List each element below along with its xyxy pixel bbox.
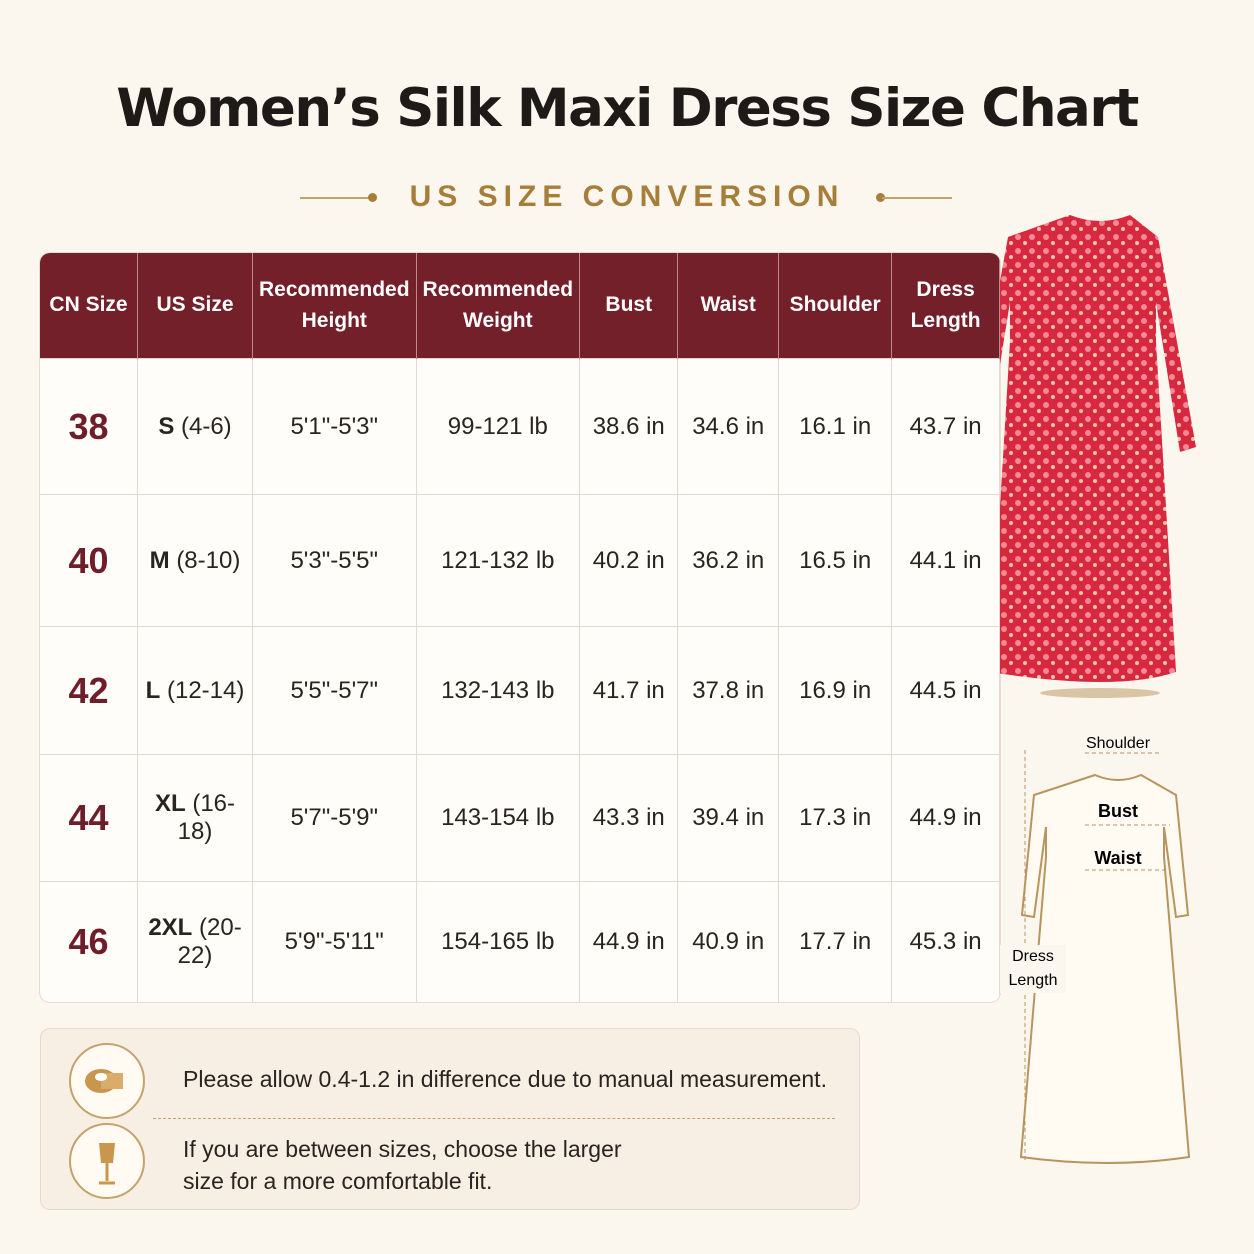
cell: 5'7"-5'9" xyxy=(252,754,417,882)
cell: L (12-14) xyxy=(137,626,253,755)
icon xyxy=(85,1069,123,1093)
tape-icon xyxy=(69,1043,145,1119)
us-range: (4-6) xyxy=(181,412,232,440)
diagram-label: Bust xyxy=(1098,801,1138,821)
cell: 16.9 in xyxy=(778,626,893,755)
cell: 16.1 in xyxy=(778,358,893,495)
cell: 121-132 lb xyxy=(416,494,581,627)
column-header: CN Size xyxy=(40,253,139,359)
cell: 37.8 in xyxy=(677,626,780,755)
table-row: 46 2XL (20-22) 5'9"-5'11" 154-165 lb 44.9 in… xyxy=(40,881,1000,1002)
header-row: CN Size US Size Recommended Height Recommen… xyxy=(40,253,1000,359)
us-size: XL xyxy=(154,790,186,817)
column-header: Shoulder xyxy=(778,253,893,359)
column-header: Bust xyxy=(579,253,679,359)
cell: 44.5 in xyxy=(891,626,1000,755)
size-table: CN Size US Size Recommended Height Recommen… xyxy=(40,253,1000,1002)
cell: 99-121 lb xyxy=(416,358,581,495)
cell: 41.7 in xyxy=(579,626,679,755)
cell: 5'1"-5'3" xyxy=(252,358,417,495)
note: Please allow 0.4-1.2 in difference due t… xyxy=(183,1066,827,1092)
cell: 5'3"-5'5" xyxy=(252,494,417,627)
notes-box: Please allow 0.4-1.2 in difference due t… xyxy=(40,1028,860,1210)
icon xyxy=(99,1143,115,1185)
diagram-label: Dress Length xyxy=(1000,945,1066,993)
rule xyxy=(300,197,370,199)
diagram-label: Waist xyxy=(1094,848,1141,868)
column-header: Waist xyxy=(677,253,780,359)
cell: 17.3 in xyxy=(778,754,893,882)
cell: 40.2 in xyxy=(579,494,679,627)
us-range: (12-14) xyxy=(166,676,245,704)
cell: 43.7 in xyxy=(891,358,1000,495)
cn-size: 46 xyxy=(40,881,139,1002)
column-header: Recommended Weight xyxy=(416,253,581,359)
cell: 38.6 in xyxy=(579,358,679,495)
dress-illustration: Shoulder Bust Waist Dress Length xyxy=(1000,215,1196,1164)
cell: 36.2 in xyxy=(677,494,780,627)
cell: 40.9 in xyxy=(677,881,780,1002)
cell: 5'9"-5'11" xyxy=(252,881,417,1002)
us-range: (8-10) xyxy=(176,546,241,574)
table-row: 44 XL (16-18) 5'7"-5'9" 143-154 lb 43.3 in 39… xyxy=(40,754,1000,882)
subtitle: US SIZE CONVERSION xyxy=(409,180,845,213)
table-body: 38 S (4-6) 5'1"-5'3" 99-121 lb 38.6 in 34.6 i… xyxy=(40,358,1000,1002)
cell: 39.4 in xyxy=(677,754,780,882)
divider xyxy=(153,1118,835,1119)
us-size: 2XL xyxy=(148,913,193,941)
cn-size: 42 xyxy=(40,626,139,755)
note: If you are between sizes, choose the lar… xyxy=(183,1136,622,1194)
cell: M (8-10) xyxy=(137,494,253,627)
rule xyxy=(882,197,952,199)
dot xyxy=(368,193,377,202)
cn-size: 40 xyxy=(40,494,139,627)
table-row: 40 M (8-10) 5'3"-5'5" 121-132 lb 40.2 in 36.2… xyxy=(40,494,1000,627)
diagram-label: Shoulder xyxy=(1086,735,1151,752)
cell: 16.5 in xyxy=(778,494,893,627)
cell: 44.9 in xyxy=(891,754,1000,882)
cell: 34.6 in xyxy=(677,358,780,495)
cell: 154-165 lb xyxy=(416,881,581,1002)
table-row: 38 S (4-6) 5'1"-5'3" 99-121 lb 38.6 in 34.6 i… xyxy=(40,358,1000,495)
column-header: Dress Length xyxy=(891,253,1000,359)
cell: 44.9 in xyxy=(579,881,679,1002)
mannequin-icon xyxy=(69,1123,145,1199)
cell: 45.3 in xyxy=(891,881,1000,1002)
cn-size: 38 xyxy=(40,358,139,495)
title: Women’s Silk Maxi Dress Size Chart xyxy=(116,78,1139,139)
us-range: (20-22) xyxy=(177,913,242,969)
us-size: L xyxy=(145,676,161,704)
label-box: Dress Length xyxy=(1000,945,1066,993)
column-header: Recommended Height xyxy=(252,253,417,359)
cell: 43.3 in xyxy=(579,754,679,882)
cell: 132-143 lb xyxy=(416,626,581,755)
us-size: M xyxy=(149,546,170,574)
dot xyxy=(876,193,885,202)
cell: 5'5"-5'7" xyxy=(252,626,417,755)
cell: 17.7 in xyxy=(778,881,893,1002)
column-header: US Size xyxy=(137,253,253,359)
cell: 143-154 lb xyxy=(416,754,581,882)
table-row: 42 L (12-14) 5'5"-5'7" 132-143 lb 41.7 in 37.… xyxy=(40,626,1000,755)
cell: XL (16-18) xyxy=(137,754,253,882)
us-range: (16-18) xyxy=(177,790,236,845)
cell: S (4-6) xyxy=(137,358,253,495)
cell: 2XL (20-22) xyxy=(137,881,253,1002)
us-size: S xyxy=(158,412,175,440)
cell: 44.1 in xyxy=(891,494,1000,627)
cn-size: 44 xyxy=(40,754,139,882)
